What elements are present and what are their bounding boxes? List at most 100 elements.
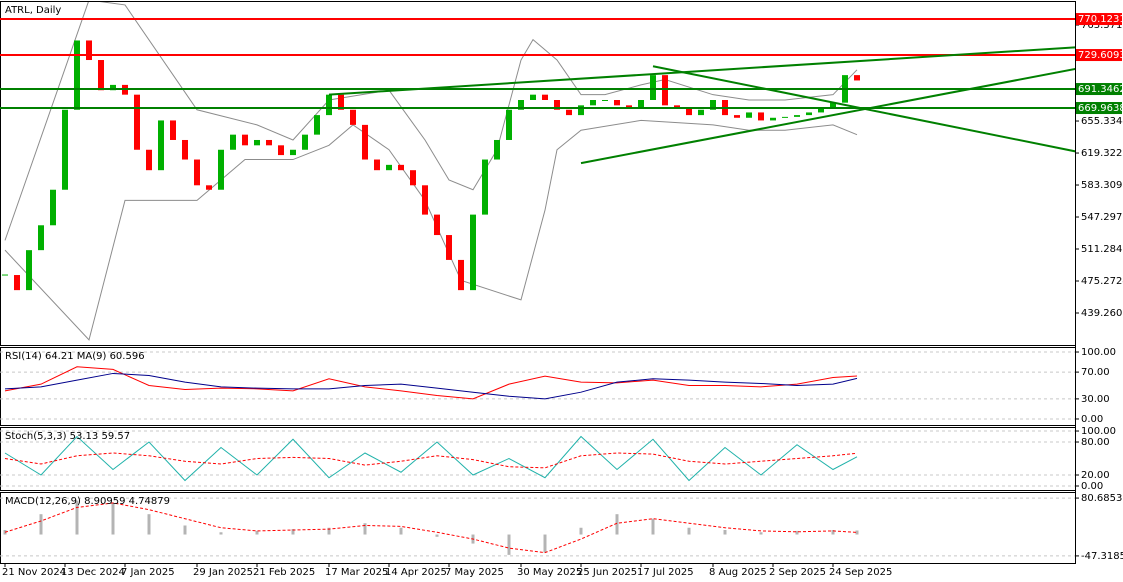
- candle: [134, 94, 140, 150]
- chart-title: ATRL, Daily: [5, 5, 61, 16]
- histogram-bar: [399, 527, 403, 535]
- candle: [506, 109, 512, 140]
- candle: [170, 120, 176, 140]
- y-tick-label: 439.2600: [1081, 308, 1123, 319]
- histogram-bar: [327, 527, 331, 535]
- y-tick-label: -47.31854: [1081, 551, 1123, 562]
- x-tick-label: 24 Sep 2025: [829, 567, 892, 578]
- candle: [650, 75, 656, 100]
- candle: [350, 109, 356, 125]
- histogram-bar: [219, 532, 223, 535]
- candle: [578, 105, 584, 116]
- level-label-box: [1076, 83, 1122, 96]
- trendline: [652, 65, 1075, 153]
- level-label-box: [1076, 13, 1122, 26]
- histogram-bar: [651, 518, 655, 535]
- candle: [494, 139, 500, 160]
- candle: [74, 40, 80, 110]
- x-tick-label: 25 Jun 2025: [577, 567, 637, 578]
- candle: [386, 164, 392, 171]
- candle: [62, 109, 68, 190]
- level-label: 691.3462: [1078, 84, 1123, 95]
- candle: [110, 84, 116, 91]
- y-tick-label: 80.68539: [1081, 493, 1123, 504]
- candle: [554, 99, 560, 110]
- histogram-bar: [255, 530, 259, 535]
- candle: [398, 164, 404, 171]
- trendline: [580, 68, 1075, 165]
- level-label: 669.9638: [1078, 103, 1123, 114]
- candle: [182, 139, 188, 160]
- histogram-bar: [543, 534, 547, 553]
- x-tick-label: 7 Jan 2025: [121, 567, 175, 578]
- level-label-box: [1076, 49, 1122, 62]
- x-tick-label: 29 Jan 2025: [193, 567, 253, 578]
- candle: [470, 214, 476, 291]
- y-tick-label: 583.3096: [1081, 180, 1123, 191]
- candle: [434, 214, 440, 236]
- candle: [482, 159, 488, 215]
- candle: [338, 94, 344, 110]
- candle: [266, 139, 272, 146]
- histogram-bar: [687, 527, 691, 535]
- candle: [38, 225, 44, 251]
- indicator-plot: [0, 497, 1075, 557]
- candle: [50, 189, 56, 226]
- histogram-bar: [855, 530, 859, 535]
- candle: [98, 60, 104, 91]
- candle: [818, 107, 824, 113]
- candle: [290, 149, 296, 156]
- candle: [86, 40, 92, 61]
- indicator-title: RSI(14) 64.21 MA(9) 60.596: [5, 351, 145, 362]
- candle: [14, 275, 20, 291]
- level-label-box: [1076, 102, 1122, 115]
- indicator-line: [4, 366, 858, 400]
- histogram-bar: [723, 530, 727, 535]
- candle: [674, 105, 680, 108]
- candle: [146, 149, 152, 171]
- y-tick-label: 547.2972: [1081, 212, 1123, 223]
- histogram-bar: [363, 523, 367, 535]
- candle: [686, 107, 692, 116]
- indicator-title: Stoch(5,3,3) 53.13 59.57: [5, 431, 130, 442]
- y-tick-label: 619.3220: [1081, 148, 1123, 159]
- histogram-bar: [759, 532, 763, 535]
- x-tick-label: 21 Feb 2025: [253, 567, 315, 578]
- candle: [158, 120, 164, 171]
- candle: [422, 185, 428, 215]
- candle: [374, 159, 380, 171]
- candle: [446, 235, 452, 260]
- y-tick-label: 655.3344: [1081, 116, 1123, 127]
- candle: [662, 75, 668, 106]
- histogram-bar: [615, 514, 619, 535]
- candle: [806, 112, 812, 116]
- candle: [278, 145, 284, 156]
- candle: [302, 134, 308, 150]
- y-tick-label: 511.2848: [1081, 244, 1123, 255]
- candle: [710, 99, 716, 110]
- y-tick-label: 70.00: [1081, 367, 1110, 378]
- candle: [254, 139, 260, 146]
- candle: [458, 259, 464, 291]
- histogram-bar: [291, 529, 295, 535]
- bollinger-upper: [4, 2, 858, 241]
- candle: [758, 112, 764, 121]
- candle: [602, 99, 608, 101]
- candle: [206, 185, 212, 190]
- candle: [734, 115, 740, 118]
- candle: [638, 99, 644, 108]
- histogram-bar: [507, 534, 511, 555]
- level-label: 770.1231: [1078, 14, 1123, 25]
- histogram-bar: [579, 527, 583, 535]
- candle: [566, 109, 572, 116]
- candle: [746, 112, 752, 118]
- candle: [698, 109, 704, 116]
- histogram-bar: [147, 514, 151, 535]
- indicator-plot: [0, 351, 1075, 420]
- y-tick-label: 0.00: [1081, 414, 1103, 425]
- histogram-bar: [795, 530, 799, 535]
- y-tick-label: 80.00: [1081, 437, 1110, 448]
